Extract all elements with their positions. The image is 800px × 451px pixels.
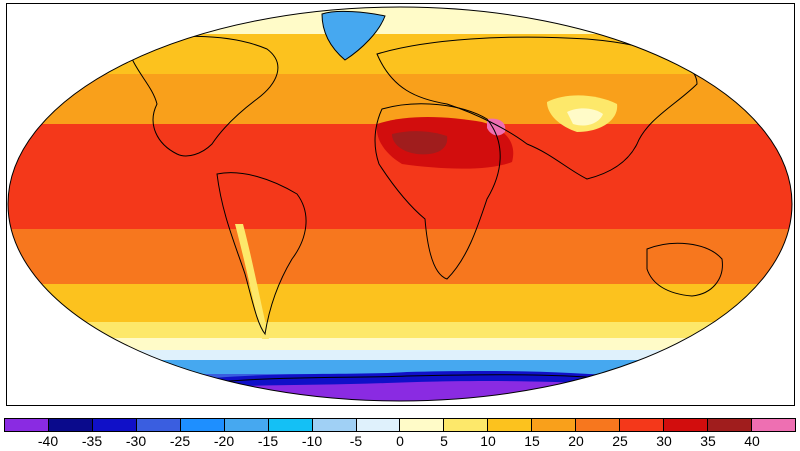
legend-swatch — [268, 419, 313, 431]
legend-swatch — [356, 419, 401, 431]
andes-cool — [235, 224, 269, 339]
legend-swatch — [180, 419, 225, 431]
africa-outline — [374, 103, 501, 280]
north-america-outline — [126, 35, 279, 157]
legend-tick-label: -15 — [257, 433, 279, 449]
south-america-outline — [216, 172, 307, 336]
legend-swatch — [400, 419, 445, 431]
legend-swatch — [136, 419, 181, 431]
globe-border — [7, 6, 793, 402]
legend-tick-label: 0 — [396, 433, 404, 449]
greenland-cold — [322, 11, 385, 60]
legend-swatch — [751, 419, 795, 431]
legend-tick-label: -10 — [301, 433, 323, 449]
band-north-subarctic — [8, 34, 792, 74]
legend-tick-label: 25 — [612, 433, 628, 449]
legend-swatch — [312, 419, 357, 431]
tibet-core — [567, 108, 603, 126]
legend-tick-label: -40 — [37, 433, 59, 449]
legend-tick-label: 30 — [656, 433, 672, 449]
legend-swatch — [532, 419, 577, 431]
legend-swatch — [444, 419, 489, 431]
legend-tick-label: 10 — [480, 433, 496, 449]
legend-swatch — [5, 419, 49, 431]
band-sea-ice — [8, 360, 792, 374]
antarctica-coast-cold — [157, 371, 687, 392]
legend-tick-label: 20 — [568, 433, 584, 449]
legend-swatch — [488, 419, 533, 431]
band-north-temperate — [8, 74, 792, 124]
greenland-outline — [321, 10, 386, 61]
legend-tick-label: -5 — [349, 433, 363, 449]
legend-labels: -40 -35 -30 -25 -20 -15 -10 -5 0 5 10 15 20 25 30 35 40 — [4, 433, 796, 449]
sahara-hottest — [392, 131, 448, 155]
legend-tick-label: 40 — [744, 433, 760, 449]
legend-tick-label: 35 — [700, 433, 716, 449]
legend-swatch — [224, 419, 269, 431]
band-south-cool — [8, 322, 792, 338]
band-arctic — [8, 7, 792, 34]
legend-swatch — [576, 419, 621, 431]
legend-tick-label: -20 — [213, 433, 235, 449]
legend-swatch — [48, 419, 93, 431]
legend-tick-label: -30 — [125, 433, 147, 449]
color-legend — [4, 418, 796, 432]
legend-swatch — [620, 419, 665, 431]
band-south-temperate — [8, 284, 792, 322]
legend-tick-label: 15 — [524, 433, 540, 449]
band-south-subtropics — [8, 229, 792, 284]
band-ice-edge — [8, 350, 792, 360]
legend-tick-label: -25 — [169, 433, 191, 449]
legend-swatch — [664, 419, 708, 431]
australia-outline — [646, 242, 723, 297]
legend-swatch — [92, 419, 137, 431]
legend-swatch — [708, 419, 752, 431]
eurasia-outline — [376, 36, 698, 180]
legend-tick-label: -35 — [81, 433, 103, 449]
temperature-map — [7, 6, 793, 402]
band-southern-ocean — [8, 338, 792, 350]
map-frame — [6, 3, 795, 406]
legend-tick-label: 5 — [440, 433, 448, 449]
